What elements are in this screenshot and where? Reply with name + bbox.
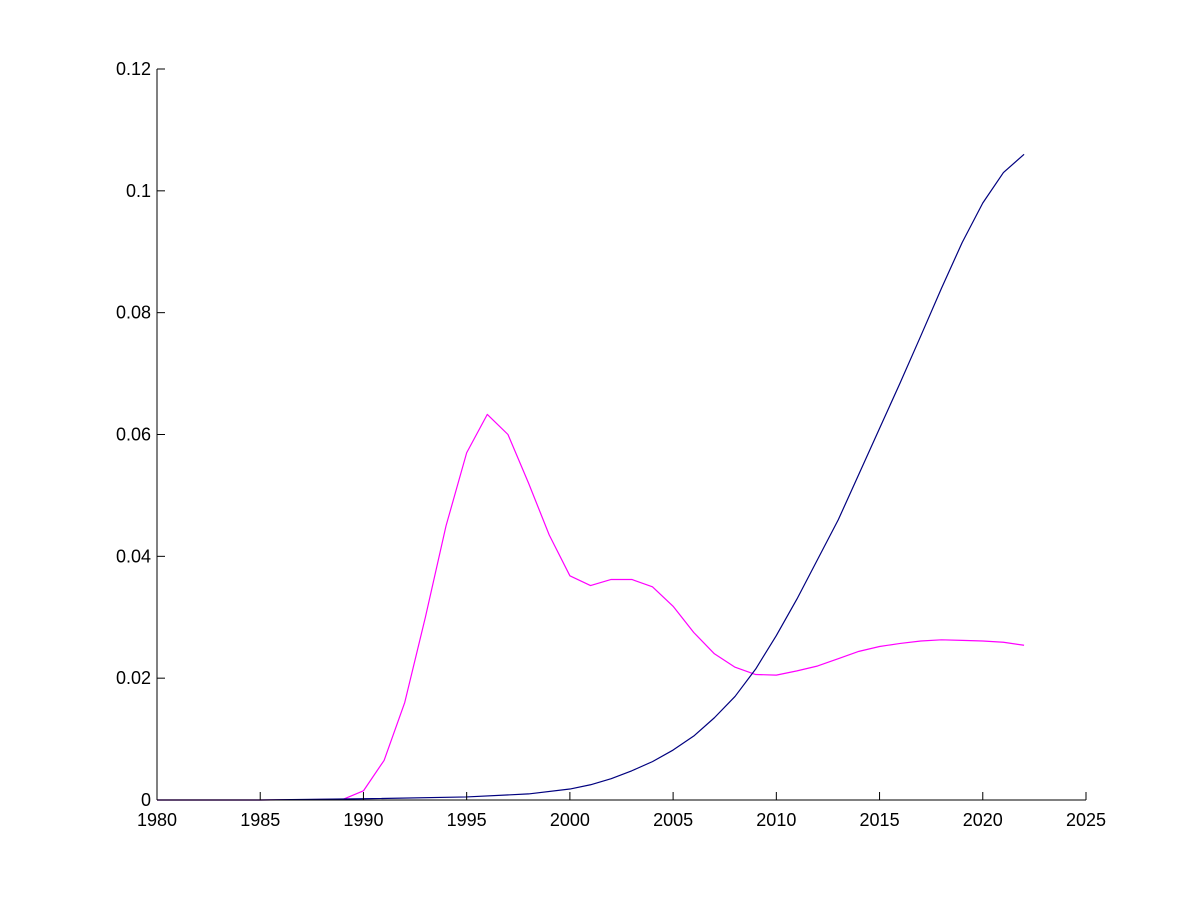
ticks-layer: 1980 1985 1990 1995 2000 2005 2010 2015 2020 2025…: [116, 59, 1106, 830]
x-tick-label: 2005: [653, 810, 693, 830]
x-tick-label: 1980: [137, 810, 177, 830]
y-tick-label: 0: [141, 790, 151, 810]
series-line-navy: [157, 153, 1025, 801]
axes-layer: [156, 69, 1086, 801]
x-tick-label: 1985: [240, 810, 280, 830]
y-tick-label: 0.06: [116, 425, 151, 445]
y-tick-label: 0.04: [116, 546, 151, 566]
x-tick-label: 2020: [963, 810, 1003, 830]
y-tick-label: 0.02: [116, 668, 151, 688]
x-tick-label: 1995: [447, 810, 487, 830]
x-tick-label: 2010: [756, 810, 796, 830]
y-tick-label: 0.1: [126, 181, 151, 201]
y-tick-label: 0.08: [116, 303, 151, 323]
x-tick-label: 2015: [860, 810, 900, 830]
series-line-magenta: [157, 413, 1025, 801]
x-tick-label: 2000: [550, 810, 590, 830]
series-layer: [157, 153, 1025, 801]
y-tick-label: 0.12: [116, 59, 151, 79]
x-tick-label: 2025: [1066, 810, 1106, 830]
x-tick-label: 1990: [343, 810, 383, 830]
